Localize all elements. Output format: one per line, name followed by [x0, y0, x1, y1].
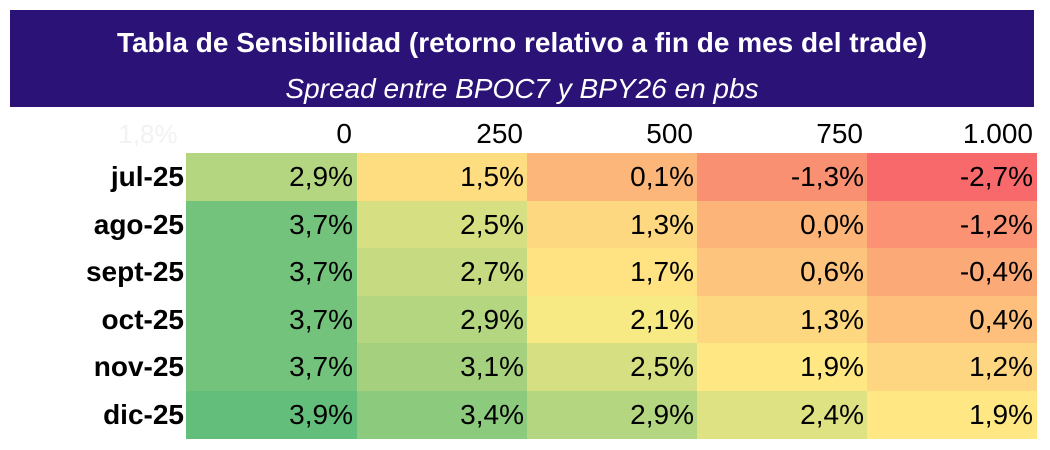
- heatmap-cell: 2,5%: [357, 200, 528, 249]
- heatmap-cell: 1,7%: [527, 248, 698, 297]
- heatmap-cell: 3,4%: [357, 391, 528, 440]
- row-header: sept-25: [85, 256, 184, 288]
- heatmap-cell: -2,7%: [867, 153, 1037, 202]
- chart-subtitle: Spread entre BPOC7 y BPY26 en pbs: [285, 73, 759, 104]
- row-header: ago-25: [93, 208, 184, 240]
- column-header: 0: [336, 118, 352, 149]
- column-header: 750: [816, 118, 863, 149]
- heatmap-cell: 1,3%: [527, 200, 698, 249]
- heatmap-cell: -1,2%: [867, 200, 1037, 249]
- heatmap-cell: 3,1%: [357, 343, 528, 392]
- row-header: nov-25: [93, 351, 184, 383]
- row-header: dic-25: [103, 399, 184, 430]
- heatmap-cell: -0,4%: [867, 248, 1037, 297]
- row-header: oct-25: [101, 303, 184, 335]
- column-header: 500: [646, 118, 693, 149]
- heatmap-cell: 3,7%: [186, 200, 357, 249]
- heatmap-cell: 0,0%: [697, 200, 868, 249]
- chart-title: Tabla de Sensibilidad (retorno relativo …: [116, 27, 928, 58]
- heatmap-cell: 2,9%: [357, 295, 528, 344]
- heatmap-cell: 2,7%: [357, 248, 528, 297]
- heatmap-cell: 2,9%: [186, 153, 357, 202]
- corner-label: 1,8%: [118, 119, 178, 149]
- heatmap-cell: 3,7%: [186, 343, 357, 392]
- heatmap-cell: 2,9%: [527, 391, 698, 440]
- heatmap-cell: 3,7%: [186, 248, 357, 297]
- row-header: jul-25: [110, 161, 184, 192]
- heatmap-cell: 0,4%: [867, 295, 1037, 344]
- heatmap-cell: 0,1%: [527, 153, 698, 202]
- heatmap-cell: 0,6%: [697, 248, 868, 297]
- heatmap-cell: 1,9%: [867, 391, 1037, 440]
- heatmap-cell: 2,5%: [527, 343, 698, 392]
- column-header: 250: [476, 118, 523, 149]
- title-banner: Tabla de Sensibilidad (retorno relativo …: [10, 10, 1034, 107]
- column-header: 1.000: [962, 118, 1033, 149]
- heatmap-cell: 1,2%: [867, 343, 1037, 392]
- heatmap-cell: -1,3%: [697, 153, 868, 202]
- heatmap-cell: 2,4%: [697, 391, 868, 440]
- heatmap-cell: 1,5%: [357, 153, 528, 202]
- heatmap-cell: 3,9%: [186, 391, 357, 440]
- heatmap-cell: 1,3%: [697, 295, 868, 344]
- heatmap-cell: 1,9%: [697, 343, 868, 392]
- heatmap-cell: 2,1%: [527, 295, 698, 344]
- heatmap-cell: 3,7%: [186, 295, 357, 344]
